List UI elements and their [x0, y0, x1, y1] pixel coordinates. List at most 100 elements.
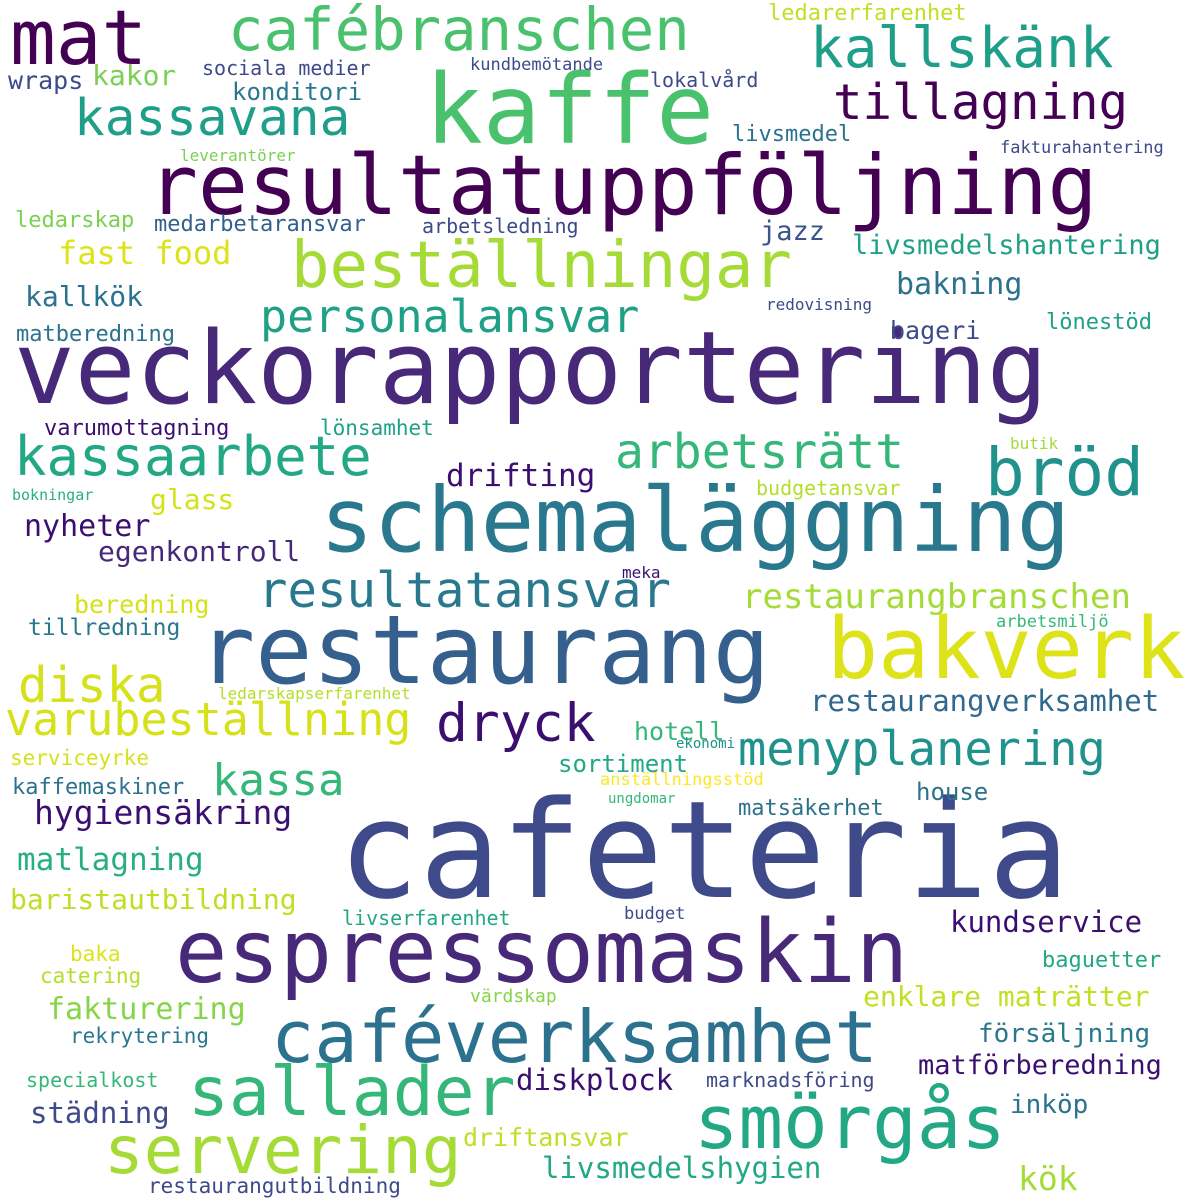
word: bageri — [890, 316, 981, 345]
word: arbetsledning — [422, 214, 579, 238]
word: matförberedning — [918, 1050, 1162, 1081]
word: fakturahantering — [1000, 138, 1164, 158]
word: baka — [70, 942, 121, 966]
word: butik — [1010, 434, 1059, 453]
word: ledarskapserfarenhet — [218, 684, 411, 703]
word: kaffemaskiner — [12, 775, 185, 800]
word: ekonomi — [676, 736, 736, 752]
word: veckorapportering — [14, 309, 1048, 427]
word: specialkost — [26, 1068, 159, 1092]
word: marknadsföring — [706, 1068, 875, 1092]
word: sociala medier — [202, 56, 371, 80]
word: restaurangutbildning — [148, 1174, 401, 1198]
word: varubeställning — [5, 693, 412, 746]
word: rekrytering — [70, 1024, 210, 1048]
word: espressomaskin — [175, 901, 909, 1003]
word: servering — [104, 1112, 462, 1189]
word: livsmedelshygien — [542, 1151, 822, 1185]
word: leverantörer — [180, 146, 296, 165]
word: kassaarbete — [14, 425, 372, 488]
word: egenkontroll — [98, 535, 301, 568]
word: drifting — [446, 458, 596, 494]
word: ledarskap — [15, 208, 135, 233]
word: wraps — [8, 66, 84, 95]
word: budgetansvar — [756, 476, 901, 500]
word: livsmedelshantering — [852, 230, 1161, 261]
word: cafébranschen — [228, 0, 690, 64]
word: ledarerfarenhet — [768, 1, 967, 26]
word: livserfarenhet — [342, 906, 511, 930]
word: sallader — [188, 1053, 516, 1132]
word: hotell — [634, 717, 725, 746]
word: meka — [622, 563, 661, 582]
word: fast food — [58, 234, 232, 272]
word: kallkök — [25, 280, 144, 313]
word: personalansvar — [260, 290, 640, 343]
word: smörgås — [694, 1080, 1006, 1166]
word: driftansvar — [463, 1123, 629, 1152]
word: bakning — [896, 267, 1023, 302]
word: resultatuppföljning — [148, 137, 1098, 234]
word: schemaläggning — [320, 468, 1071, 572]
word: ungdomar — [608, 791, 676, 807]
word: sortiment — [558, 750, 689, 778]
word: jazz — [760, 216, 826, 247]
word: matberedning — [16, 322, 175, 347]
word: resultatansvar — [258, 562, 672, 619]
word: mat — [10, 0, 148, 82]
word: lönsamhet — [320, 416, 434, 440]
word: beredning — [74, 590, 210, 619]
word: arbetsrätt — [615, 424, 904, 480]
word: baguetter — [1042, 948, 1162, 973]
word: fakturering — [47, 992, 246, 1027]
word: serviceyrke — [10, 746, 150, 770]
word: kundservice — [950, 905, 1143, 939]
word: inköp — [1010, 1090, 1089, 1120]
word: restaurangverksamhet — [810, 684, 1160, 718]
word: glass — [150, 483, 235, 516]
word: kundbemötande — [470, 55, 604, 75]
word: medarbetaransvar — [154, 212, 366, 237]
word: catering — [40, 964, 142, 988]
word: caféverksamhet — [271, 995, 878, 1079]
word: anställningsstöd — [600, 770, 764, 790]
word: lönestöd — [1046, 310, 1152, 335]
word: budget — [624, 904, 686, 924]
word: menyplanering — [738, 722, 1106, 777]
word: matsäkerhet — [738, 796, 884, 821]
word: bakverk — [827, 600, 1186, 699]
word: bröd — [985, 434, 1144, 511]
word: kök — [1018, 1159, 1078, 1198]
word: varumottagning — [44, 416, 230, 441]
word: arbetsmiljö — [996, 612, 1109, 632]
word: konditori — [232, 78, 363, 106]
word: värdskap — [470, 986, 557, 1007]
word: livsmedel — [732, 122, 852, 147]
word: lokalvård — [650, 68, 759, 92]
word: tillagning — [833, 74, 1129, 131]
word: diska — [18, 657, 166, 714]
word: städning — [30, 1096, 170, 1130]
word: dryck — [436, 693, 596, 754]
word: restaurangbranschen — [742, 577, 1131, 617]
word: bokningar — [12, 486, 94, 504]
word: kaffe — [425, 54, 714, 166]
word: hygiensäkring — [34, 793, 293, 832]
word: redovisning — [766, 295, 872, 314]
word: beställningar — [291, 229, 792, 303]
word: diskplock — [516, 1063, 674, 1097]
word: house — [916, 778, 989, 806]
word: restaurang — [198, 596, 770, 706]
word: tillredning — [28, 615, 181, 641]
word: kakor — [92, 59, 177, 92]
word: matlagning — [17, 842, 204, 878]
word: kallskänk — [810, 16, 1114, 81]
word: enklare maträtter — [863, 980, 1150, 1013]
word: kassavana — [74, 89, 351, 148]
word: cafeteria — [338, 772, 1070, 929]
word: baristautbildning — [10, 883, 297, 916]
word: nyheter — [24, 509, 151, 544]
word: kassa — [212, 755, 345, 806]
word: försäljning — [978, 1019, 1151, 1049]
